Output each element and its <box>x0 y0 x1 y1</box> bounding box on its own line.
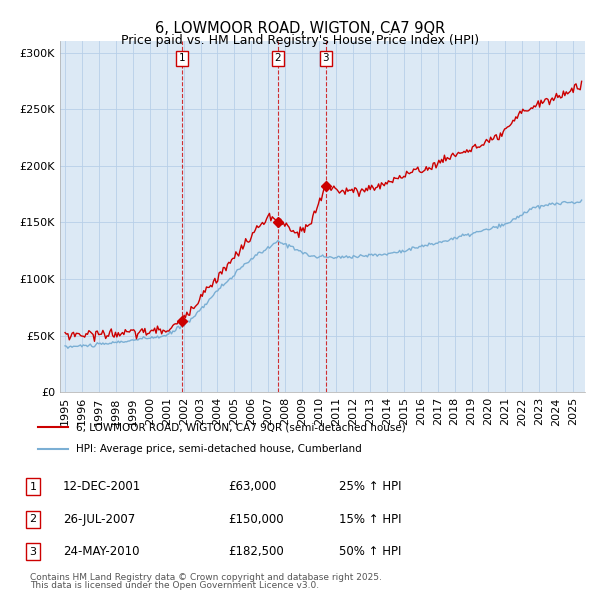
Text: 26-JUL-2007: 26-JUL-2007 <box>63 513 135 526</box>
Text: 6, LOWMOOR ROAD, WIGTON, CA7 9QR: 6, LOWMOOR ROAD, WIGTON, CA7 9QR <box>155 21 445 35</box>
Text: 3: 3 <box>29 547 37 556</box>
Text: £150,000: £150,000 <box>228 513 284 526</box>
Text: 3: 3 <box>323 53 329 63</box>
Text: £63,000: £63,000 <box>228 480 276 493</box>
Text: 12-DEC-2001: 12-DEC-2001 <box>63 480 141 493</box>
Text: 1: 1 <box>29 482 37 491</box>
Text: This data is licensed under the Open Government Licence v3.0.: This data is licensed under the Open Gov… <box>30 581 319 590</box>
Text: 24-MAY-2010: 24-MAY-2010 <box>63 545 139 558</box>
Text: Price paid vs. HM Land Registry's House Price Index (HPI): Price paid vs. HM Land Registry's House … <box>121 34 479 47</box>
Text: 6, LOWMOOR ROAD, WIGTON, CA7 9QR (semi-detached house): 6, LOWMOOR ROAD, WIGTON, CA7 9QR (semi-d… <box>76 422 406 432</box>
Text: 1: 1 <box>179 53 185 63</box>
Text: 25% ↑ HPI: 25% ↑ HPI <box>339 480 401 493</box>
Text: 15% ↑ HPI: 15% ↑ HPI <box>339 513 401 526</box>
Text: 2: 2 <box>275 53 281 63</box>
Text: 50% ↑ HPI: 50% ↑ HPI <box>339 545 401 558</box>
Text: Contains HM Land Registry data © Crown copyright and database right 2025.: Contains HM Land Registry data © Crown c… <box>30 572 382 582</box>
Text: HPI: Average price, semi-detached house, Cumberland: HPI: Average price, semi-detached house,… <box>76 444 362 454</box>
Text: £182,500: £182,500 <box>228 545 284 558</box>
Text: 2: 2 <box>29 514 37 524</box>
